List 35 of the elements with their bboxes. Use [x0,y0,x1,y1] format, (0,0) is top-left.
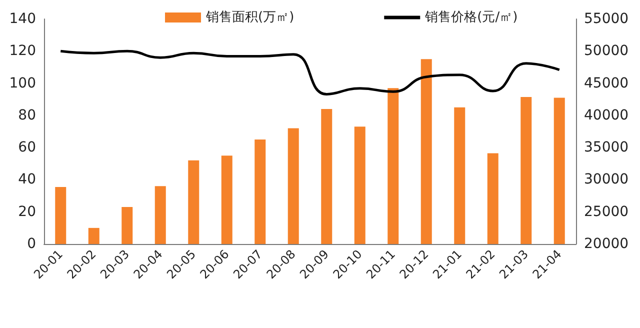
line-series [59,50,561,96]
bar [254,140,266,244]
legend-label: 销售价格(元/㎡) [424,10,518,25]
y2-tick-label: 50000 [584,43,629,60]
y2-tick-label: 40000 [584,107,629,124]
bar [55,186,66,244]
y2-tick-label: 20000 [584,236,629,252]
bar [288,128,299,244]
y-tick-label: 140 [9,11,36,27]
bar [487,153,498,244]
y2-tick-label: 25000 [584,204,629,220]
bar [454,107,466,244]
y-tick-label: 60 [18,140,36,156]
y-tick-label: 0 [27,236,36,252]
bar [388,88,399,244]
bar [122,207,133,244]
y-tick-label: 20 [18,204,36,220]
bar [420,59,432,244]
y-tick-label: 80 [18,107,36,124]
bar [188,160,200,244]
bar [554,98,565,244]
y-tick-label: 40 [18,172,36,188]
y-tick-label: 100 [9,75,36,92]
bar [354,126,366,244]
y2-tick-label: 45000 [584,75,629,92]
bar [221,156,232,244]
y2-tick-label: 30000 [584,172,629,188]
y2-tick-label: 55000 [584,11,629,27]
bar [154,186,166,244]
y-tick-label: 120 [9,43,36,60]
bar [520,96,532,244]
bar [321,109,332,244]
bar [88,228,100,244]
y2-tick-label: 35000 [584,140,629,156]
legend-label: 销售面积(万㎡) [205,10,294,25]
